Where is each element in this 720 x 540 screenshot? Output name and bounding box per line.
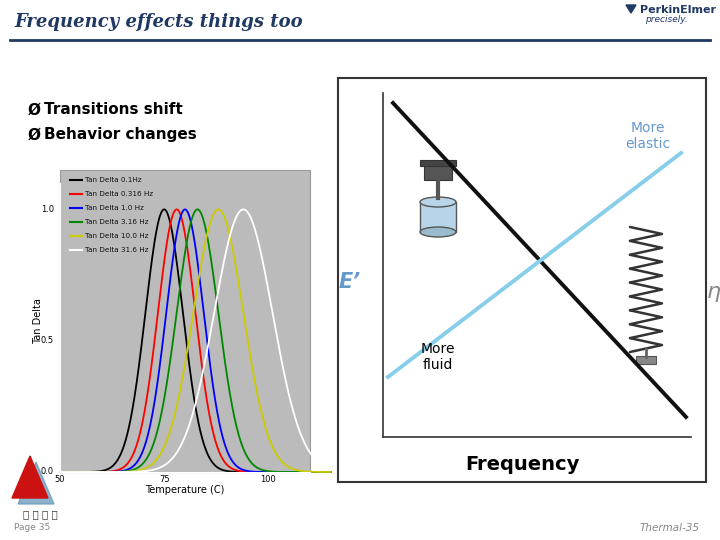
Ellipse shape bbox=[420, 227, 456, 237]
Text: Tan Delta 1.0 Hz: Tan Delta 1.0 Hz bbox=[85, 205, 144, 211]
Bar bbox=[420, 160, 456, 166]
Text: Thermal-35: Thermal-35 bbox=[640, 523, 700, 533]
Bar bbox=[424, 166, 452, 180]
Bar bbox=[60, 170, 310, 472]
Text: E’: E’ bbox=[339, 272, 361, 292]
Text: Frequency: Frequency bbox=[465, 455, 579, 474]
Text: PerkinElmer: PerkinElmer bbox=[640, 5, 716, 15]
Ellipse shape bbox=[420, 197, 456, 207]
Polygon shape bbox=[18, 462, 54, 504]
Text: η: η bbox=[707, 282, 720, 302]
Text: More
elastic: More elastic bbox=[626, 121, 670, 151]
Text: 50: 50 bbox=[55, 476, 66, 484]
Text: 1.0: 1.0 bbox=[41, 205, 54, 214]
Text: Ø: Ø bbox=[28, 127, 41, 143]
Polygon shape bbox=[12, 456, 48, 498]
Text: Tan Delta 10.0 Hz: Tan Delta 10.0 Hz bbox=[85, 233, 148, 239]
Text: 0.0: 0.0 bbox=[41, 468, 54, 476]
Text: precisely.: precisely. bbox=[645, 15, 688, 24]
Text: Frequency effects things too: Frequency effects things too bbox=[14, 13, 302, 31]
Text: 75: 75 bbox=[159, 476, 169, 484]
Text: 0.5: 0.5 bbox=[41, 336, 54, 345]
Text: Tan Delta 0.1Hz: Tan Delta 0.1Hz bbox=[85, 177, 142, 183]
Bar bbox=[338, 78, 706, 482]
Text: Transitions shift: Transitions shift bbox=[44, 103, 183, 118]
Text: Tan Delta 31.6 Hz: Tan Delta 31.6 Hz bbox=[85, 247, 148, 253]
Text: Tan Delta: Tan Delta bbox=[33, 298, 43, 344]
Text: Behavior changes: Behavior changes bbox=[44, 127, 197, 143]
Text: 100: 100 bbox=[261, 476, 276, 484]
Text: 博 检 仪 器: 博 检 仪 器 bbox=[22, 509, 58, 519]
Text: Page 35: Page 35 bbox=[14, 523, 50, 532]
Polygon shape bbox=[626, 5, 636, 13]
Bar bbox=[636, 356, 656, 364]
Text: More
fluid: More fluid bbox=[420, 342, 455, 372]
Text: Tan Delta 0.316 Hz: Tan Delta 0.316 Hz bbox=[85, 191, 153, 197]
Text: Tan Delta 3.16 Hz: Tan Delta 3.16 Hz bbox=[85, 219, 148, 225]
Text: Temperature (C): Temperature (C) bbox=[145, 485, 225, 495]
Bar bbox=[420, 202, 456, 232]
Text: Ø: Ø bbox=[28, 103, 41, 118]
